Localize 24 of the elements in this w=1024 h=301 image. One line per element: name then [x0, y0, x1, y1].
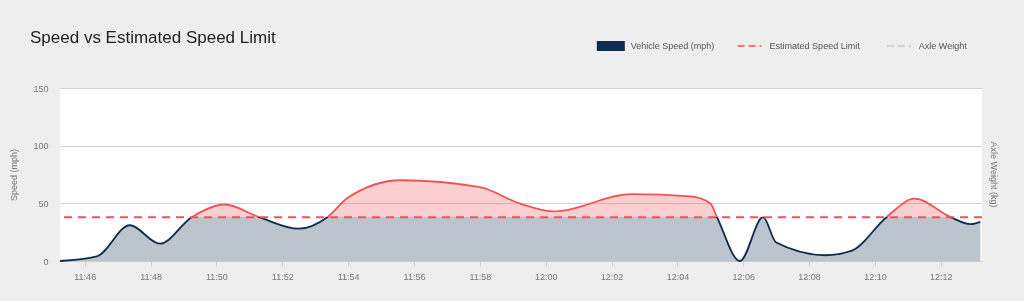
- x-tick-label: 11:50: [205, 271, 228, 282]
- x-tick-label: 12:06: [732, 271, 756, 282]
- x-tick-label: 12:00: [534, 271, 558, 282]
- chart-title: Speed vs Estimated Speed Limit: [30, 28, 276, 47]
- legend-label: Axle Weight: [918, 41, 968, 51]
- x-tick-label: 11:54: [337, 271, 360, 282]
- y-tick-label: 150: [33, 83, 49, 94]
- x-tick-label: 12:10: [864, 271, 887, 282]
- x-tick-label: 12:08: [798, 271, 821, 282]
- x-tick-label: 11:52: [271, 271, 294, 282]
- y-tick-label: 100: [33, 141, 49, 152]
- y-tick-label: 0: [43, 256, 49, 267]
- x-tick-label: 11:56: [403, 271, 426, 282]
- x-tick-label: 11:46: [74, 271, 97, 282]
- y2-axis-title: Axle Weight (kg): [989, 141, 999, 208]
- x-tick-label: 11:58: [469, 271, 492, 282]
- x-tick-label: 12:02: [600, 271, 624, 282]
- x-tick-label: 12:04: [666, 271, 690, 282]
- y-tick-label: 50: [38, 198, 49, 209]
- legend-label: Vehicle Speed (mph): [630, 41, 715, 51]
- x-tick-label: 12:12: [930, 271, 953, 282]
- y-axis-title: Speed (mph): [9, 148, 20, 202]
- x-tick-label: 11:48: [140, 271, 162, 282]
- legend-label: Estimated Speed Limit: [769, 41, 861, 51]
